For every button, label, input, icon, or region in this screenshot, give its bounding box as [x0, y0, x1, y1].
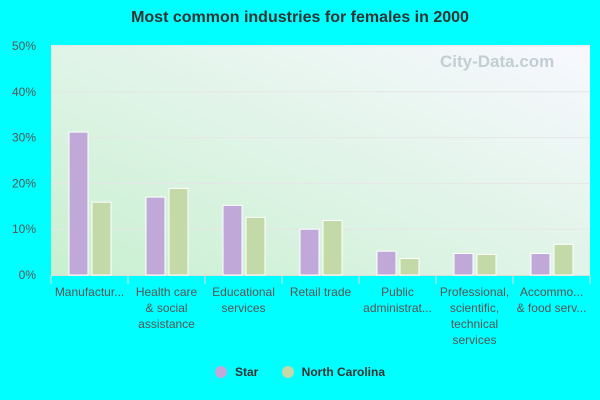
legend-item-star: Star — [214, 365, 259, 379]
x-category-label: Accommo... — [520, 285, 583, 299]
x-category-label: scientific, — [450, 301, 499, 315]
y-tick-label: 0% — [19, 268, 37, 282]
x-category-label: Public — [381, 285, 414, 299]
legend-item-nc: North Carolina — [281, 365, 386, 379]
plot-area — [51, 45, 590, 275]
x-category-label: Educational — [212, 285, 275, 299]
bar-star — [453, 252, 474, 276]
bar-north-carolina — [91, 201, 112, 276]
bar-north-carolina — [168, 187, 189, 276]
y-tick-label: 20% — [12, 176, 36, 190]
bar-star — [222, 204, 243, 276]
y-tick-label: 10% — [12, 222, 36, 236]
legend-swatch — [281, 366, 294, 378]
watermark-logo: City-Data.com — [440, 52, 555, 71]
x-category-label: Retail trade — [290, 285, 352, 299]
x-category-label: administrat... — [363, 301, 432, 315]
bar-north-carolina — [399, 258, 420, 276]
x-category-label: & food serv... — [517, 301, 587, 315]
bar-star — [376, 250, 397, 276]
y-tick-label: 50% — [12, 39, 36, 53]
x-category-label: Health care — [136, 285, 198, 299]
x-category-label: assistance — [138, 317, 195, 331]
x-category-label: technical — [451, 317, 498, 331]
x-category-label: Professional, — [440, 285, 509, 299]
bar-north-carolina — [322, 219, 343, 276]
x-category-label: & social — [145, 301, 187, 315]
x-category-label: Manufactur... — [55, 285, 124, 299]
y-tick-label: 40% — [12, 85, 36, 99]
legend-label: Star — [234, 365, 259, 379]
x-category-label: services — [221, 301, 265, 315]
bar-star — [68, 131, 89, 276]
bar-north-carolina — [476, 253, 497, 276]
chart-title: Most common industries for females in 20… — [131, 9, 469, 26]
bar-north-carolina — [245, 216, 266, 276]
bar-star — [299, 228, 320, 276]
legend-swatch — [214, 366, 227, 378]
legend: Star North Carolina — [0, 365, 600, 381]
legend-label: North Carolina — [301, 365, 386, 379]
bar-north-carolina — [553, 243, 574, 276]
y-tick-label: 30% — [12, 131, 36, 145]
bar-star — [530, 252, 551, 276]
bar-star — [145, 196, 166, 276]
x-category-label: services — [452, 333, 496, 347]
